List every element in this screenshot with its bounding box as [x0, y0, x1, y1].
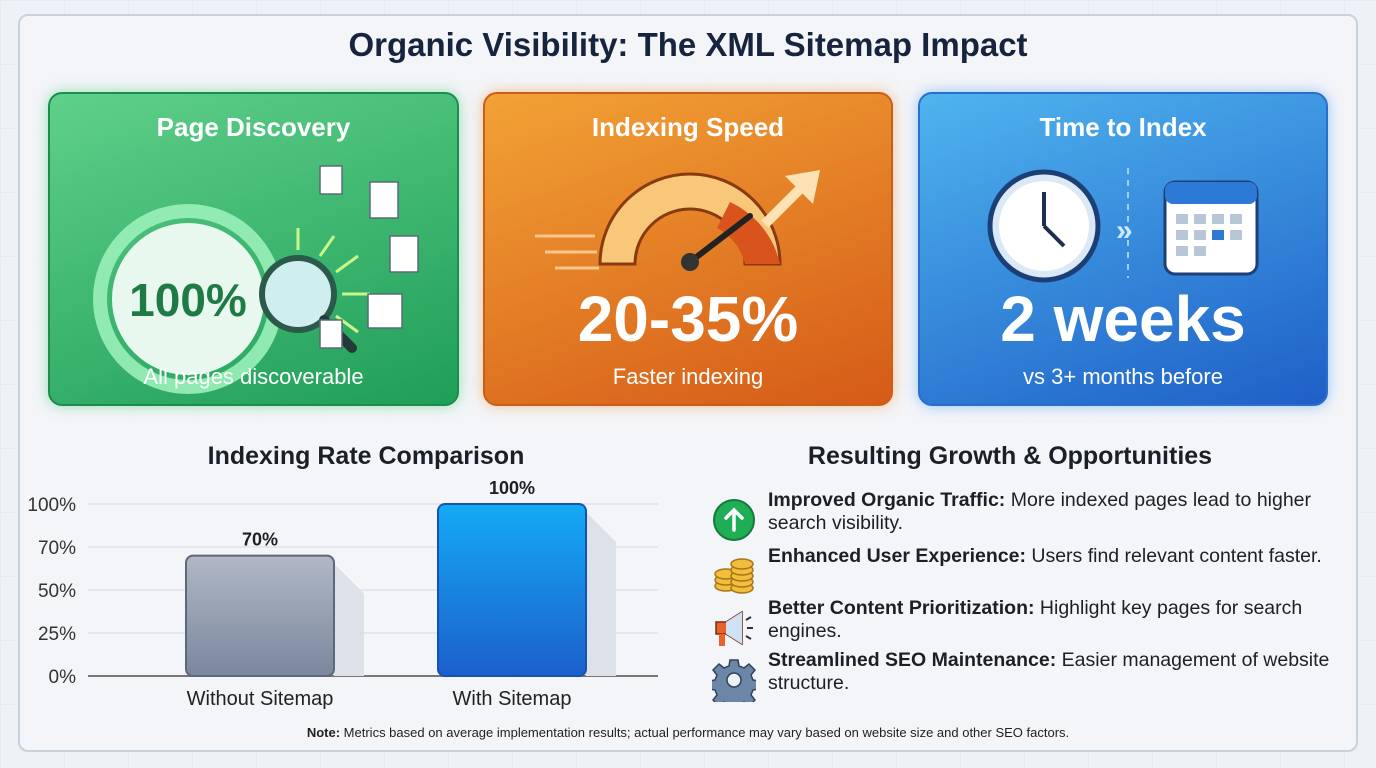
note-label: Note:	[306, 725, 341, 740]
growth-item-description: Easier management of website structure.	[768, 649, 1330, 694]
chart-title: Indexing Rate Comparison	[207, 442, 525, 470]
page-title: Organic Visibility: The XML Sitemap Impa…	[348, 26, 1028, 63]
x-category-label: With Sitemap	[453, 688, 572, 710]
y-tick-label: 25%	[38, 624, 76, 645]
coins-icon	[714, 558, 754, 594]
discovery-value: 100%	[129, 274, 247, 326]
growth-item-description: More indexed pages lead to higher search…	[768, 489, 1312, 534]
data-label: 70%	[242, 530, 278, 550]
magnifier-documents-icon: 100%	[93, 165, 419, 394]
growth-item-heading: Enhanced User Experience:	[768, 545, 1026, 567]
speed-value: 20-35%	[577, 283, 799, 355]
bar-shadow	[586, 512, 616, 676]
gear-icon	[712, 659, 756, 702]
data-label: 100%	[489, 478, 535, 498]
card-title: Time to Index	[1039, 112, 1207, 142]
bar-without-sitemap	[185, 554, 335, 677]
arrow-up-circle-icon	[713, 499, 755, 541]
megaphone-icon	[715, 610, 753, 646]
growth-item-heading: Improved Organic Traffic:	[768, 489, 1006, 511]
card-page-discovery: Page Discovery 100% All pages discoverab…	[48, 92, 459, 406]
growth-item: Better Content Prioritization: Highlight…	[712, 597, 1332, 656]
y-tick-label: 0%	[49, 667, 77, 688]
indexing-rate-chart: 0% 25% 50% 70% 100% 70% Without Sitemap 100% Wit…	[27, 478, 658, 710]
x-category-label: Without Sitemap	[187, 688, 334, 710]
growth-item-heading: Better Content Prioritization:	[768, 597, 1035, 619]
time-value: 2 weeks	[1000, 283, 1246, 355]
card-title: Indexing Speed	[591, 112, 785, 142]
growth-item-description: Highlight key pages for search engines.	[768, 597, 1303, 642]
y-tick-label: 50%	[38, 581, 76, 602]
growth-item: Streamlined SEO Maintenance: Easier mana…	[712, 649, 1332, 708]
card-indexing-speed: Indexing Speed 20-35% Faster indexing	[483, 92, 893, 406]
growth-item: Enhanced User Experience: Users find rel…	[712, 545, 1332, 604]
footnote: Note: Metrics based on average implement…	[0, 725, 1376, 740]
growth-item-text: Improved Organic Traffic: More indexed p…	[768, 489, 1332, 535]
card-caption: vs 3+ months before	[1023, 364, 1223, 389]
note-text: Metrics based on average implementation …	[340, 725, 1070, 740]
growth-item-description: Users find relevant content faster.	[1025, 545, 1322, 567]
y-tick-label: 70%	[38, 538, 76, 559]
svg-text:»: »	[1116, 214, 1133, 247]
y-tick-label: 100%	[27, 495, 76, 516]
growth-item: Improved Organic Traffic: More indexed p…	[712, 489, 1332, 548]
growth-item-text: Enhanced User Experience: Users find rel…	[768, 545, 1322, 568]
growth-item-text: Streamlined SEO Maintenance: Easier mana…	[768, 649, 1332, 695]
clock-calendar-icon: »	[987, 168, 1259, 283]
bar-shadow	[334, 563, 364, 676]
card-time-to-index: Time to Index » 2 weeks vs 3+ months bef…	[918, 92, 1328, 406]
growth-item-heading: Streamlined SEO Maintenance:	[768, 649, 1057, 671]
card-title: Page Discovery	[156, 112, 351, 142]
card-caption: Faster indexing	[612, 364, 764, 389]
bar-with-sitemap	[437, 503, 587, 677]
card-caption: All pages discoverable	[143, 364, 364, 389]
growth-title: Resulting Growth & Opportunities	[807, 442, 1213, 470]
speedometer-icon	[535, 170, 820, 271]
growth-item-text: Better Content Prioritization: Highlight…	[768, 597, 1332, 643]
